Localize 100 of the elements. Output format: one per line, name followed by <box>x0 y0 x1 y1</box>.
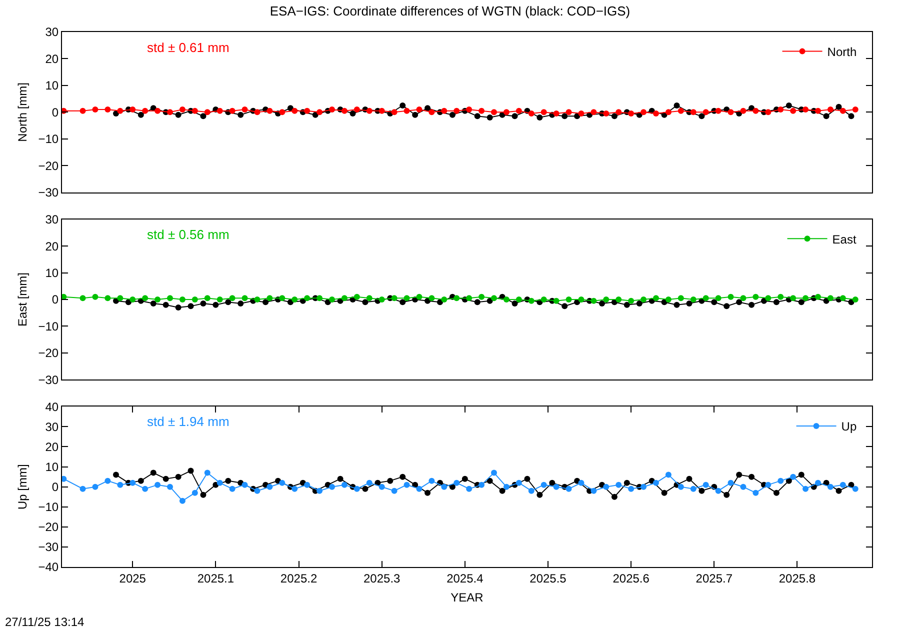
y-tick-label: 0 <box>52 292 59 307</box>
point <box>698 488 705 494</box>
point <box>412 112 418 118</box>
y-axis-title: Up [mm] <box>16 464 30 510</box>
point <box>848 113 854 120</box>
point <box>562 303 568 310</box>
point <box>536 114 543 121</box>
y-tick-label: −20 <box>38 346 59 360</box>
annotation: std ± 0.61 mm <box>147 40 230 55</box>
x-axis-title: YEAR <box>450 590 484 604</box>
point <box>200 300 206 306</box>
chart-title: ESA−IGS: Coordinate differences of WGTN (black: COD−IGS) <box>270 4 630 19</box>
y-tick-label: 40 <box>45 400 59 414</box>
point <box>113 472 119 478</box>
y-tick-label: 20 <box>45 440 59 454</box>
y-tick-label: 10 <box>45 78 59 93</box>
point <box>188 303 194 310</box>
point <box>225 478 232 484</box>
annotation: std ± 0.56 mm <box>147 227 230 242</box>
x-tick-label: 2025.2 <box>280 571 318 586</box>
point <box>611 113 618 120</box>
y-tick-label: 30 <box>45 420 59 434</box>
text: 27/11/25 13:14 <box>5 615 85 629</box>
point <box>262 299 269 306</box>
point <box>424 490 431 496</box>
x-tick-label: 2025 <box>119 571 146 586</box>
point <box>562 113 568 120</box>
point <box>798 299 804 306</box>
point <box>499 488 506 494</box>
y-tick-label: 0 <box>52 105 59 120</box>
legend-label: East <box>832 232 857 246</box>
y-axis-title: East [mm] <box>16 272 30 327</box>
point <box>686 300 692 306</box>
point <box>724 303 730 310</box>
point <box>773 299 780 306</box>
x-tick-label: 2025.6 <box>612 571 650 586</box>
point <box>474 113 480 120</box>
point <box>674 102 680 108</box>
point <box>524 476 530 482</box>
point <box>748 302 755 308</box>
point <box>536 492 543 498</box>
point <box>212 302 219 308</box>
y-axis-title: North [mm] <box>16 82 30 142</box>
point <box>512 300 518 306</box>
x-tick-label: 2025.7 <box>696 571 733 586</box>
point <box>724 492 730 498</box>
point <box>686 476 692 482</box>
point <box>661 490 668 496</box>
point <box>400 102 406 108</box>
point <box>387 478 394 484</box>
point <box>362 486 368 492</box>
point <box>400 474 406 480</box>
y-tick-label: −40 <box>38 560 59 574</box>
y-tick-label: 10 <box>45 266 59 280</box>
point <box>200 492 206 498</box>
point <box>138 478 144 484</box>
point <box>636 300 642 306</box>
point <box>400 299 406 306</box>
point <box>449 112 456 118</box>
point <box>549 480 556 486</box>
point <box>225 299 232 306</box>
point <box>711 299 718 306</box>
point <box>698 113 705 120</box>
point <box>674 302 680 308</box>
y-tick-label: 30 <box>45 212 59 227</box>
point <box>486 114 493 121</box>
point <box>823 113 830 120</box>
point <box>773 490 780 496</box>
legend-label: North <box>827 44 857 59</box>
point <box>138 112 144 118</box>
y-tick-label: 20 <box>45 52 59 66</box>
point <box>748 474 755 480</box>
point <box>624 302 630 308</box>
point <box>238 112 244 118</box>
point <box>624 480 630 486</box>
point <box>238 300 244 306</box>
point <box>512 113 518 120</box>
point <box>836 488 842 494</box>
point <box>188 468 194 474</box>
point <box>175 474 182 480</box>
legend-label: Up <box>841 420 857 434</box>
point <box>362 299 368 306</box>
y-tick-label: −30 <box>38 540 59 554</box>
y-tick-label: −30 <box>38 186 59 200</box>
y-tick-label: −10 <box>38 500 59 514</box>
point <box>350 110 356 116</box>
point <box>175 304 182 311</box>
x-tick-label: 2025.8 <box>778 571 816 586</box>
x-tick-label: 2025.4 <box>446 571 484 586</box>
y-tick-label: −10 <box>38 319 59 334</box>
y-tick-label: −20 <box>38 158 59 173</box>
point <box>611 494 618 500</box>
point <box>786 102 792 108</box>
y-tick-label: −10 <box>38 132 59 146</box>
y-tick-label: 30 <box>45 25 59 40</box>
point <box>736 472 742 478</box>
point <box>474 299 480 306</box>
point <box>836 104 842 110</box>
x-tick-label: 2025.5 <box>530 571 567 586</box>
point <box>337 476 344 482</box>
